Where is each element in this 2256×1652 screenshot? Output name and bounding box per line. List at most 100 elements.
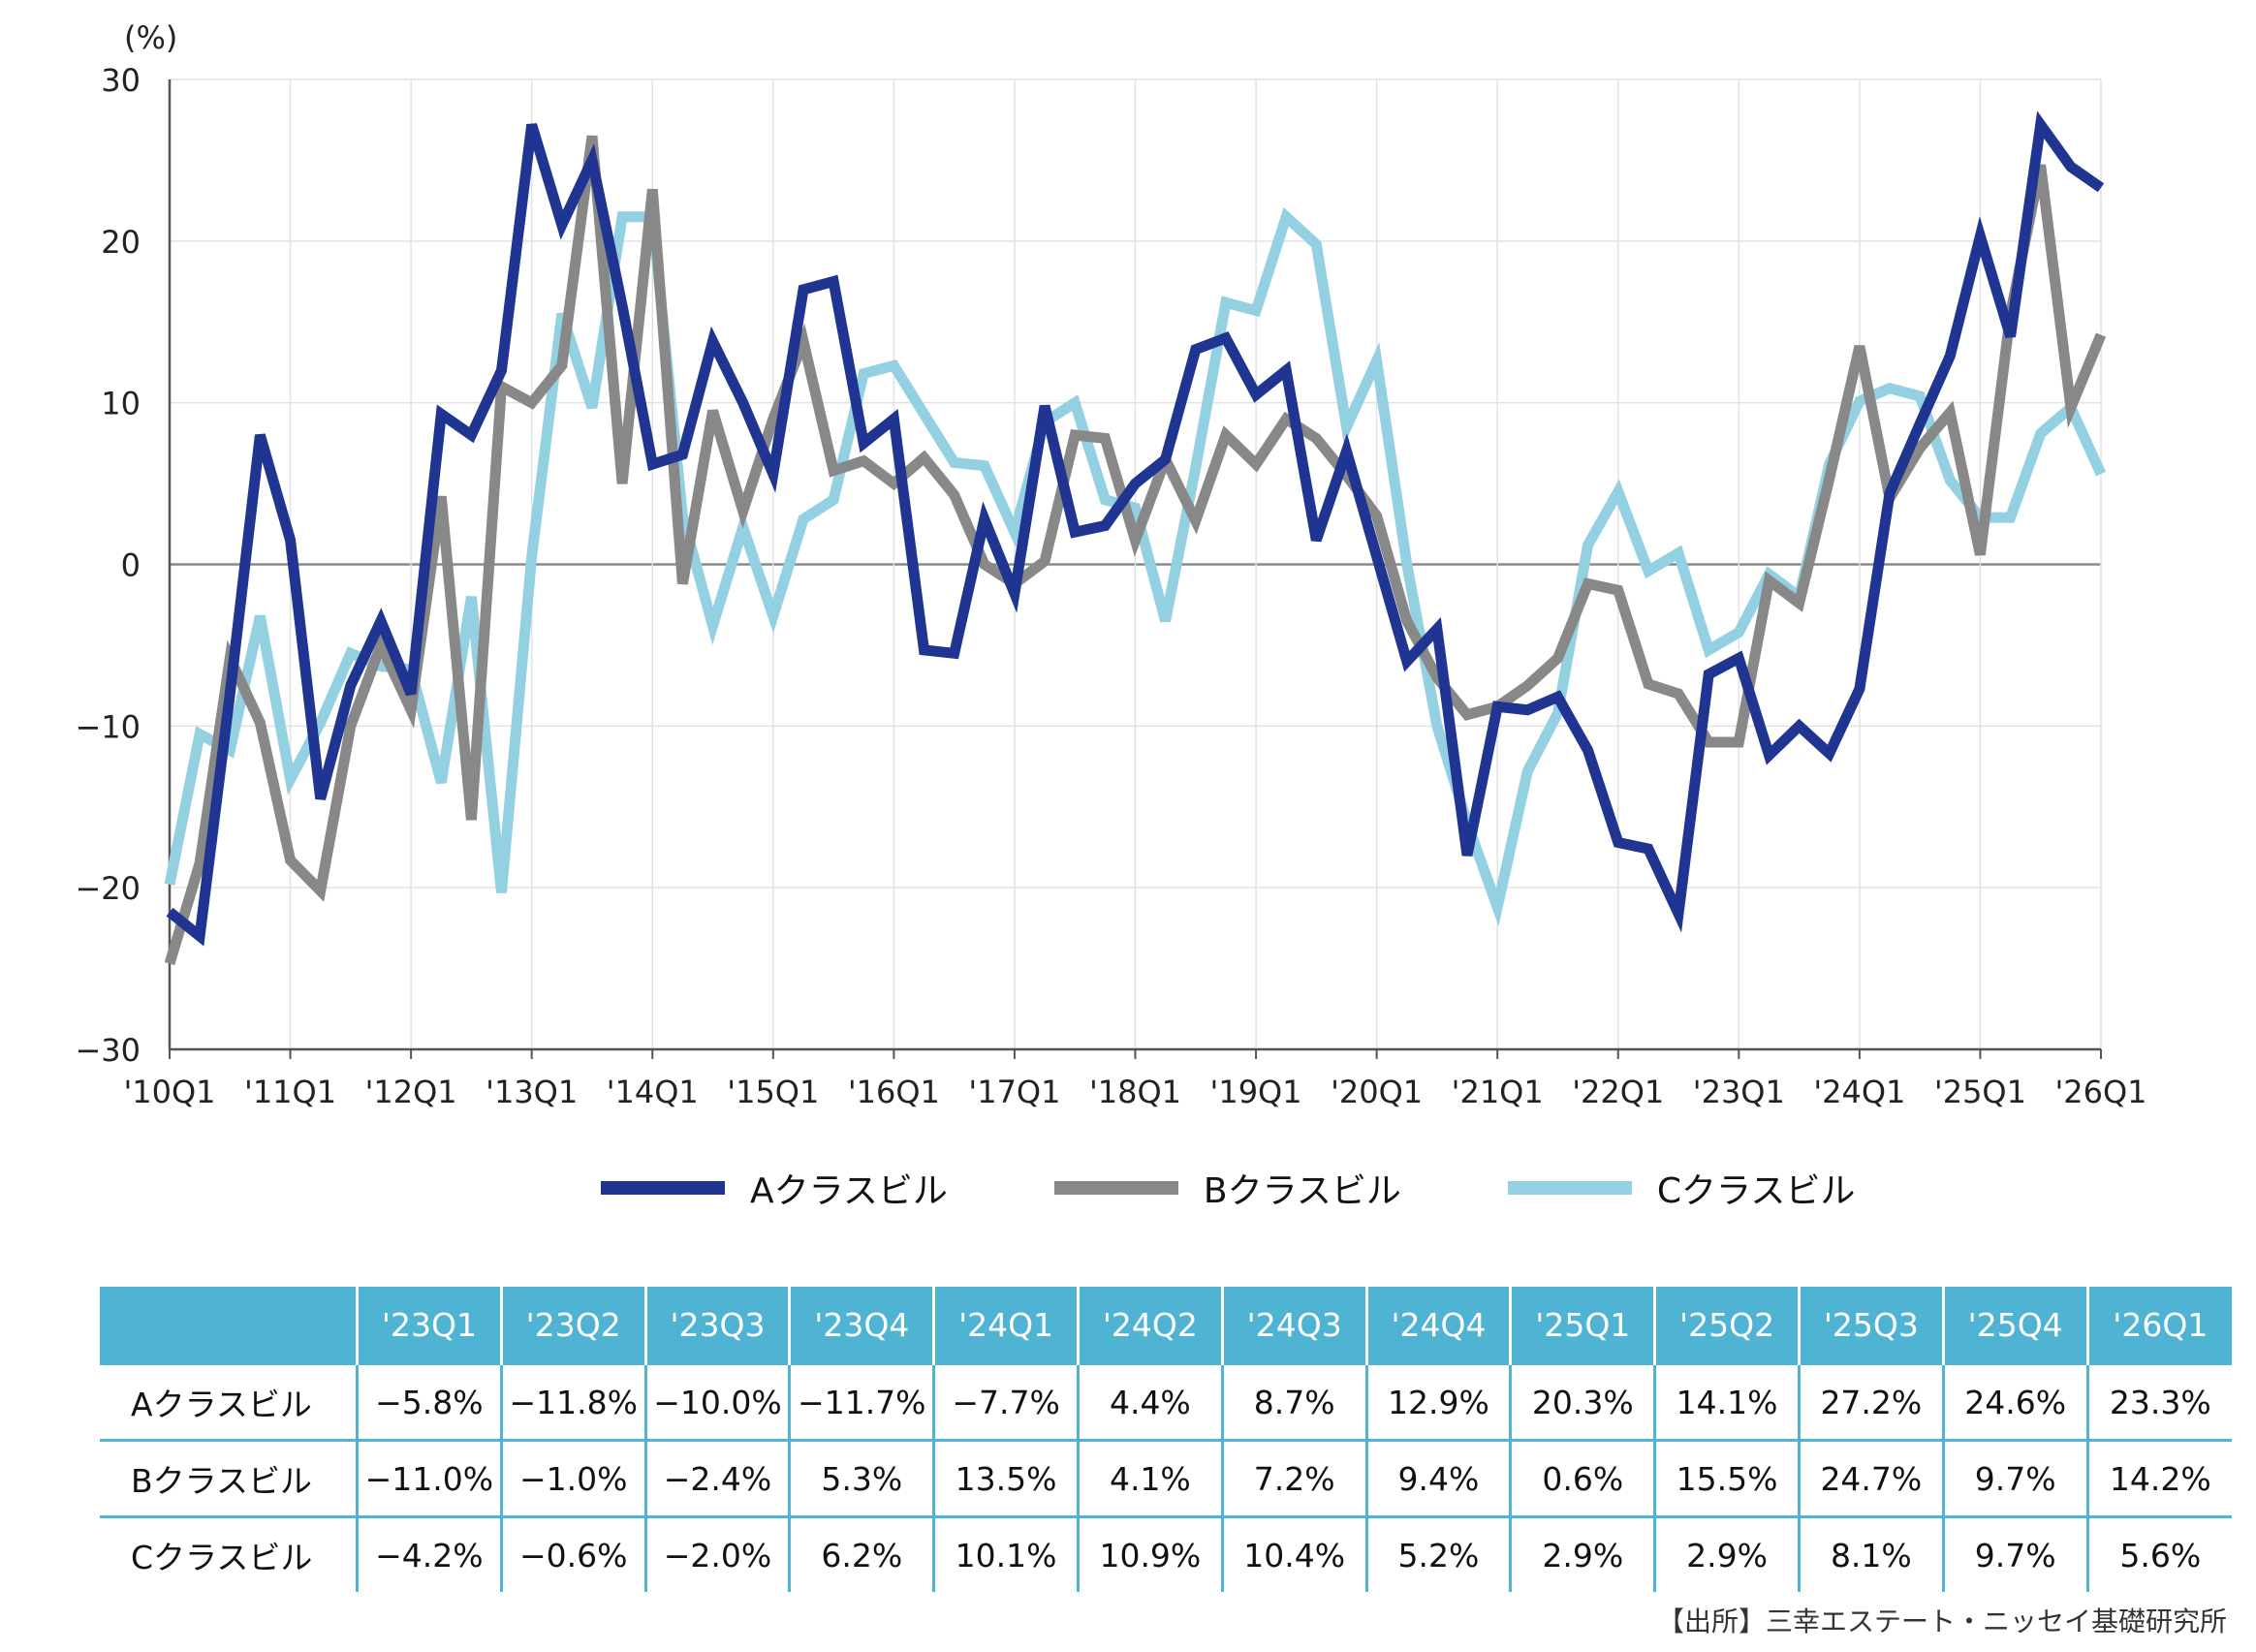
table-cell: 2.9%	[1509, 1515, 1655, 1592]
table-header-cell: '23Q1	[356, 1287, 502, 1364]
table-cell: 13.5%	[932, 1439, 1079, 1517]
table-cell: 4.1%	[1076, 1439, 1223, 1517]
row-label: Aクラスビル	[100, 1362, 358, 1441]
series-lines	[164, 110, 2107, 966]
table-cell: 27.2%	[1797, 1362, 1944, 1441]
table-cell: −5.8%	[356, 1362, 502, 1441]
x-tick-label: '12Q1	[365, 1074, 457, 1110]
legend-label-b: Bクラスビル	[1203, 1171, 1401, 1211]
table-cell: −4.2%	[356, 1515, 502, 1592]
table-cell: 14.1%	[1653, 1362, 1800, 1441]
x-tick-label: '14Q1	[607, 1074, 699, 1110]
x-tick-label: '19Q1	[1210, 1074, 1302, 1110]
table-cell: −10.0%	[643, 1362, 790, 1441]
table-cell: 23.3%	[2085, 1362, 2232, 1441]
table-cell: 8.1%	[1797, 1515, 1944, 1592]
legend-swatch-a	[601, 1181, 725, 1195]
table-cell: 5.2%	[1364, 1515, 1511, 1592]
table-header-cell: '23Q4	[788, 1287, 934, 1364]
y-tick-label: −30	[75, 1032, 141, 1069]
table-header-cell: '24Q3	[1220, 1287, 1367, 1364]
table-cell: −2.4%	[643, 1439, 790, 1517]
legend-label-c: Cクラスビル	[1656, 1171, 1856, 1211]
x-tick-label: '18Q1	[1089, 1074, 1181, 1110]
table-header-cell: '24Q1	[932, 1287, 1079, 1364]
table-header-cell: '24Q2	[1076, 1287, 1223, 1364]
x-tick-label: '24Q1	[1813, 1074, 1905, 1110]
x-tick-label: '21Q1	[1452, 1074, 1544, 1110]
table-cell: 4.4%	[1076, 1362, 1223, 1441]
series-line-a	[166, 110, 2105, 947]
legend-swatch-b	[1053, 1181, 1178, 1195]
table-cell: −2.0%	[643, 1515, 790, 1592]
table-header-cell: '25Q3	[1797, 1287, 1944, 1364]
table-header-corner	[100, 1287, 358, 1364]
table-cell: −0.6%	[499, 1515, 646, 1592]
table-cell: 5.3%	[788, 1439, 934, 1517]
table-cell: −1.0%	[499, 1439, 646, 1517]
row-label: Cクラスビル	[100, 1515, 358, 1592]
y-tick-label: 30	[101, 62, 141, 99]
x-axis-ticks: '10Q1 '11Q1 '12Q1 '13Q1 '14Q1 '15Q1 '16Q1 '17Q1…	[123, 1049, 2147, 1110]
table-cell: 12.9%	[1364, 1362, 1511, 1441]
data-table: '23Q1 '23Q2 '23Q3 '23Q4 '24Q1 '24Q2 '24Q…	[100, 1287, 2232, 1592]
table-cell: 8.7%	[1220, 1362, 1367, 1441]
x-tick-label: '11Q1	[244, 1074, 336, 1110]
table-row: Bクラスビル −11.0% −1.0% −2.4% 5.3% 13.5% 4.1…	[100, 1439, 2232, 1517]
table-header-cell: '24Q4	[1364, 1287, 1511, 1364]
table-cell: 9.4%	[1364, 1439, 1511, 1517]
table-cell: −7.7%	[932, 1362, 1079, 1441]
y-tick-label: −10	[75, 708, 141, 745]
table-cell: 24.6%	[1941, 1362, 2088, 1441]
table-cell: 7.2%	[1220, 1439, 1367, 1517]
table-cell: 9.7%	[1941, 1515, 2088, 1592]
legend-item-c: Cクラスビル	[1507, 1163, 1856, 1213]
table-cell: 5.6%	[2085, 1515, 2232, 1592]
row-label: Bクラスビル	[100, 1439, 358, 1517]
x-tick-label: '25Q1	[1934, 1074, 2026, 1110]
x-tick-label: '26Q1	[2054, 1074, 2146, 1110]
table-row: Cクラスビル −4.2% −0.6% −2.0% 6.2% 10.1% 10.9…	[100, 1515, 2232, 1592]
y-tick-label: −20	[75, 870, 141, 907]
table-header-cell: '26Q1	[2085, 1287, 2232, 1364]
table-cell: 2.9%	[1653, 1515, 1800, 1592]
y-unit-label: (%)	[124, 19, 177, 56]
x-tick-label: '20Q1	[1331, 1074, 1423, 1110]
y-tick-label: 10	[101, 386, 141, 422]
table-cell: −11.8%	[499, 1362, 646, 1441]
table-header-cell: '25Q1	[1509, 1287, 1655, 1364]
table-header-cell: '25Q4	[1941, 1287, 2088, 1364]
legend-item-b: Bクラスビル	[1053, 1163, 1401, 1213]
table-cell: 10.9%	[1076, 1515, 1223, 1592]
table-cell: −11.7%	[788, 1362, 934, 1441]
line-chart: (%) 30 20 10 0 −10 −20 −30 '10Q1 '11Q1 '12Q1 '13Q…	[75, 19, 2147, 1110]
y-axis-ticks: 30 20 10 0 −10 −20 −30	[75, 62, 141, 1069]
table-cell: 0.6%	[1509, 1439, 1655, 1517]
table-header-cell: '23Q3	[643, 1287, 790, 1364]
x-tick-label: '13Q1	[486, 1074, 578, 1110]
x-tick-label: '10Q1	[123, 1074, 215, 1110]
table-cell: 24.7%	[1797, 1439, 1944, 1517]
table-cell: 9.7%	[1941, 1439, 2088, 1517]
source-note: 【出所】三幸エステート・ニッセイ基礎研究所	[1656, 1605, 2227, 1637]
legend-item-a: Aクラスビル	[601, 1163, 948, 1213]
table-cell: −11.0%	[356, 1439, 502, 1517]
table-header-row: '23Q1 '23Q2 '23Q3 '23Q4 '24Q1 '24Q2 '24Q…	[100, 1287, 2232, 1364]
table-cell: 14.2%	[2085, 1439, 2232, 1517]
x-tick-label: '16Q1	[848, 1074, 940, 1110]
series-line-b	[164, 135, 2107, 966]
legend-label-a: Aクラスビル	[750, 1171, 948, 1211]
table-cell: 10.4%	[1220, 1515, 1367, 1592]
table-cell: 20.3%	[1509, 1362, 1655, 1441]
y-tick-label: 20	[101, 224, 141, 261]
table-cell: 10.1%	[932, 1515, 1079, 1592]
table-cell: 15.5%	[1653, 1439, 1800, 1517]
x-tick-label: '22Q1	[1572, 1074, 1664, 1110]
table-header-cell: '25Q2	[1653, 1287, 1800, 1364]
legend: Aクラスビル Bクラスビル Cクラスビル	[601, 1159, 1861, 1217]
x-tick-label: '17Q1	[968, 1074, 1060, 1110]
table-cell: 6.2%	[788, 1515, 934, 1592]
table-header-cell: '23Q2	[499, 1287, 646, 1364]
x-tick-label: '23Q1	[1693, 1074, 1785, 1110]
y-tick-label: 0	[121, 547, 141, 584]
